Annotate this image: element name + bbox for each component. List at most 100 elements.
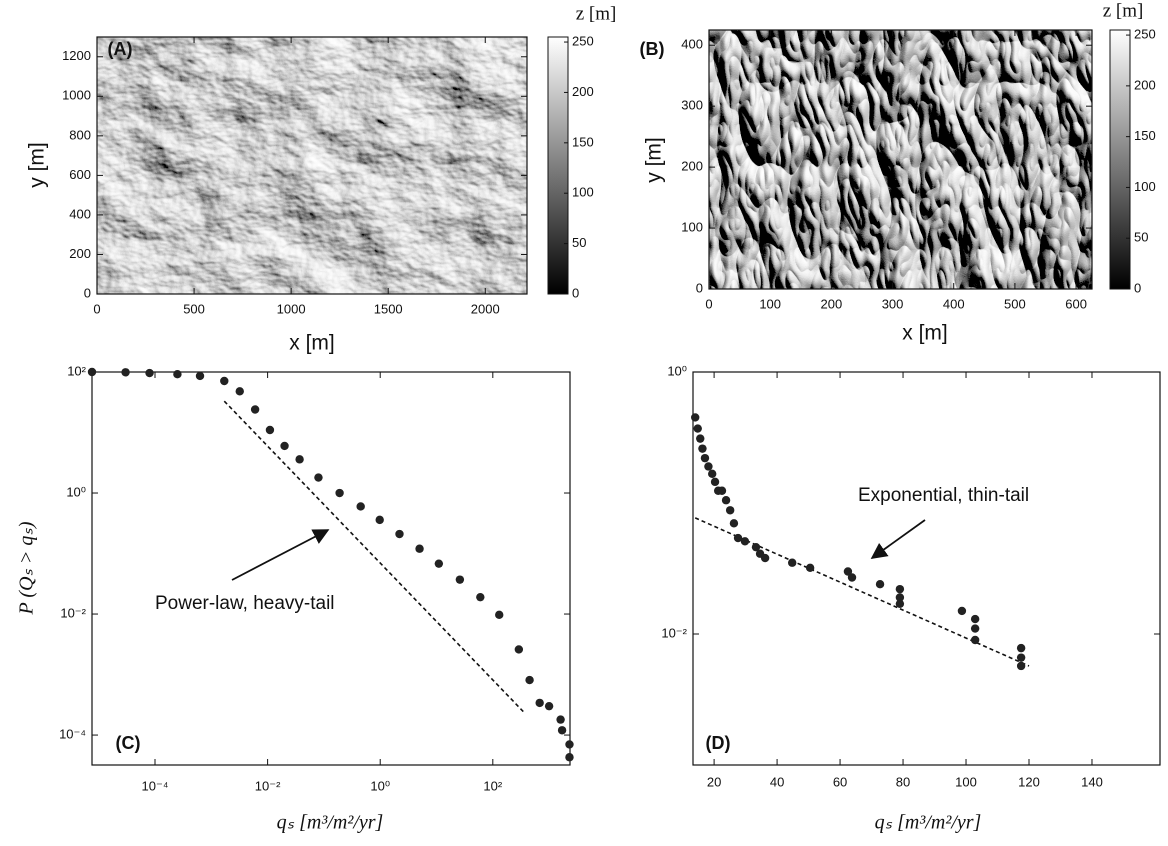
x-tick-label: 1500	[374, 301, 403, 316]
data-point	[970, 624, 980, 633]
x-tick-label: 0	[93, 301, 100, 316]
x-axis-label: x [m]	[902, 322, 948, 345]
fit-line	[223, 400, 526, 714]
colorbar-tick-label: 250	[1134, 27, 1156, 42]
y-tick-label: 100	[681, 219, 703, 234]
data-point	[957, 606, 967, 616]
y-axis-label: y [m]	[26, 142, 49, 188]
data-point	[1016, 653, 1026, 662]
data-point	[710, 477, 720, 487]
x-tick-label: 600	[1065, 296, 1087, 311]
data-point	[565, 753, 574, 762]
x-tick-label: 40	[770, 774, 784, 789]
x-tick-label: 200	[821, 296, 843, 311]
x-axis-label: qₛ [m³/m²/yr]	[875, 812, 982, 834]
y-tick-label: 0	[84, 285, 91, 300]
data-point	[314, 473, 323, 482]
colorbar-tick-label: 250	[572, 33, 594, 48]
data-point	[1016, 643, 1026, 653]
plot-frame	[96, 36, 528, 295]
data-point	[375, 515, 384, 525]
y-tick-label: 400	[681, 37, 703, 52]
data-point	[220, 376, 229, 386]
x-tick-label: 10²	[483, 778, 502, 793]
colorbar	[547, 36, 569, 295]
data-point	[145, 368, 154, 378]
y-tick-label: 10⁰	[667, 363, 687, 378]
panel-label: (A)	[108, 39, 133, 59]
data-point	[698, 444, 707, 453]
y-tick-label: 200	[69, 246, 91, 261]
data-point	[1016, 661, 1026, 671]
data-point	[708, 469, 717, 479]
data-point	[970, 614, 980, 624]
data-point	[250, 405, 260, 414]
x-tick-label: 10⁻²	[255, 778, 281, 793]
data-point	[805, 563, 815, 573]
annotation: Power-law, heavy-tail	[155, 593, 335, 614]
x-tick-label: 80	[896, 774, 910, 789]
x-tick-label: 1000	[277, 301, 306, 316]
x-tick-label: 140	[1081, 774, 1103, 789]
data-point	[356, 502, 365, 511]
data-point	[847, 573, 857, 582]
data-point	[395, 529, 404, 539]
colorbar-tick-label: 200	[1134, 77, 1156, 92]
data-point	[970, 635, 980, 645]
y-tick-label: 300	[681, 98, 703, 113]
colorbar-tick-label: 50	[572, 235, 586, 250]
data-point	[514, 645, 524, 654]
data-point	[544, 701, 554, 711]
x-tick-label: 100	[955, 774, 977, 789]
data-point	[415, 544, 424, 553]
data-point	[751, 542, 761, 552]
data-point	[725, 506, 735, 515]
data-point	[476, 592, 485, 602]
x-axis-label: x [m]	[289, 332, 335, 355]
x-tick-label: 20	[707, 774, 721, 789]
x-tick-label: 60	[833, 774, 847, 789]
y-tick-label: 10⁻²	[661, 625, 687, 640]
data-point	[895, 593, 905, 602]
panel-label: (B)	[640, 39, 665, 59]
data-point	[556, 715, 565, 724]
plot-frame	[91, 371, 571, 766]
y-tick-label: 10²	[67, 363, 86, 378]
annotation-arrow	[870, 519, 926, 559]
colorbar-tick-label: 50	[1134, 230, 1148, 245]
x-tick-label: 500	[1004, 296, 1026, 311]
x-axis-label: qₛ [m³/m²/yr]	[277, 812, 384, 834]
panel-label: (D)	[706, 733, 731, 753]
colorbar-tick-label: 150	[572, 134, 594, 149]
y-tick-label: 0	[696, 280, 703, 295]
x-tick-label: 300	[882, 296, 904, 311]
data-point	[434, 559, 444, 568]
y-tick-label: 10⁻²	[60, 605, 86, 620]
data-point	[265, 425, 275, 435]
x-tick-label: 10⁰	[370, 778, 390, 793]
x-tick-label: 10⁻⁴	[142, 778, 169, 793]
colorbar-tick-label: 0	[572, 285, 579, 300]
data-point	[495, 610, 504, 620]
data-point	[717, 486, 727, 495]
x-tick-label: 120	[1018, 774, 1040, 789]
data-point	[87, 367, 97, 377]
data-point	[729, 519, 739, 528]
x-tick-label: 2000	[471, 301, 500, 316]
panel-label: (C)	[116, 733, 141, 753]
colorbar-tick-label: 100	[1134, 179, 1156, 194]
colorbar	[1109, 29, 1131, 290]
data-point	[740, 537, 750, 546]
data-point	[693, 424, 702, 433]
data-point	[557, 726, 567, 735]
colorbar-label: z [m]	[576, 3, 617, 24]
y-tick-label: 1000	[62, 88, 91, 103]
colorbar-tick-label: 0	[1134, 280, 1141, 295]
y-tick-label: 10⁰	[66, 484, 86, 499]
colorbar-tick-label: 100	[572, 185, 594, 200]
y-tick-label: 200	[681, 159, 703, 174]
data-point	[565, 740, 574, 749]
data-point	[704, 462, 713, 471]
x-tick-label: 500	[183, 301, 205, 316]
